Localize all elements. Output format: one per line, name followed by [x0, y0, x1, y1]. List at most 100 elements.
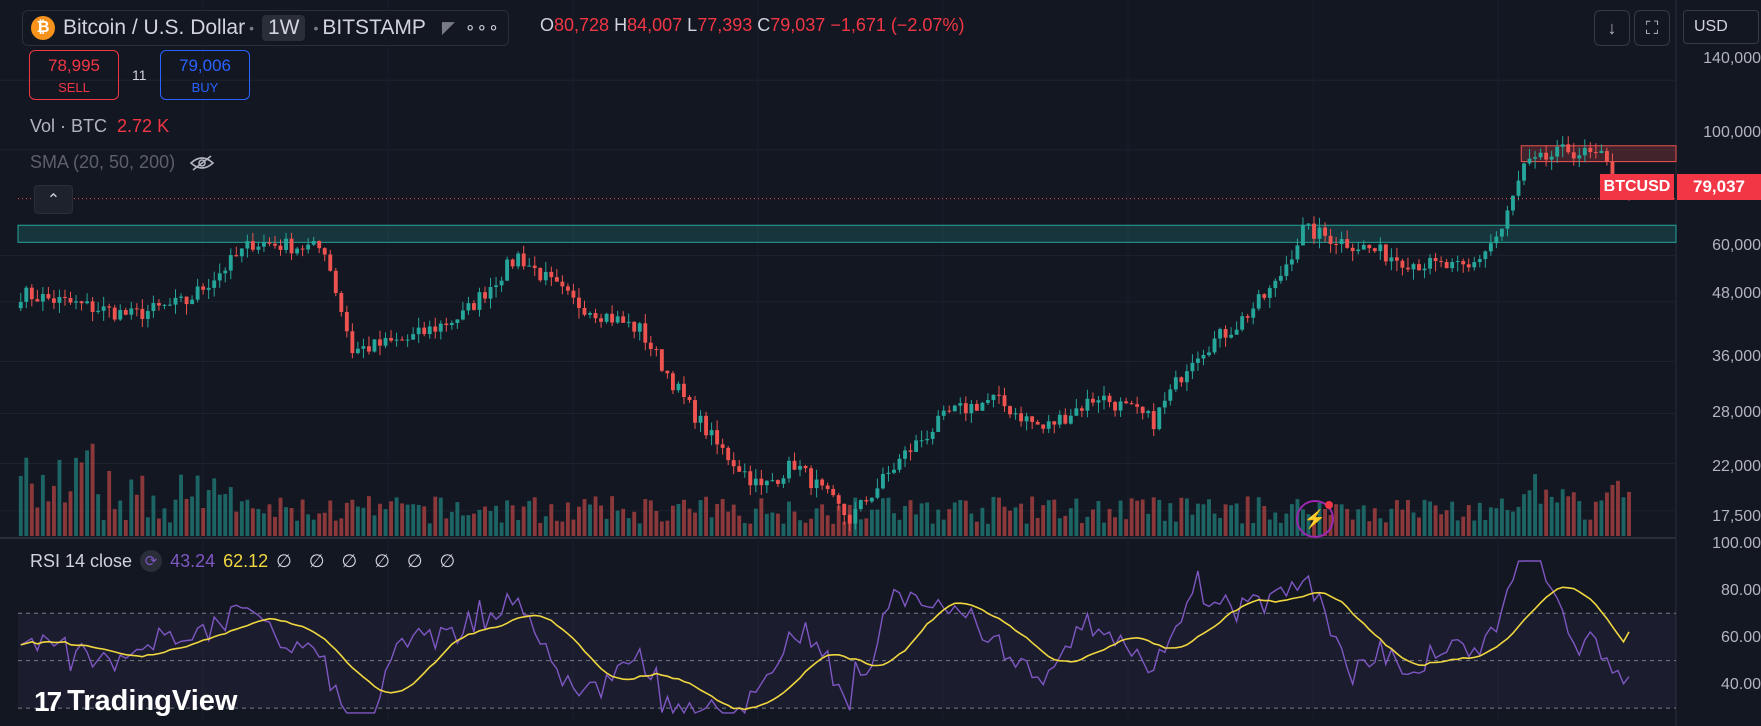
symbol-name[interactable]: Bitcoin / U.S. Dollar	[63, 16, 246, 39]
fullscreen-button[interactable]: ⛶	[1634, 10, 1670, 46]
candle-body	[1417, 264, 1421, 271]
volume-bar	[57, 459, 62, 536]
candle-body	[1002, 395, 1007, 407]
volume-bar	[991, 496, 996, 536]
volume-bar	[328, 500, 333, 536]
candle-body	[715, 430, 720, 445]
candle-body	[1278, 275, 1283, 281]
candle-body	[1555, 146, 1560, 157]
candle-body	[300, 248, 305, 250]
volume-bar	[1577, 501, 1582, 536]
sell-button[interactable]: 78,995 SELL	[29, 50, 119, 100]
exchange-label[interactable]: BITSTAMP	[322, 16, 426, 39]
candle-body	[68, 297, 73, 303]
volume-bar	[1345, 508, 1350, 536]
volume-bar	[1229, 505, 1234, 536]
volume-bar	[333, 520, 338, 536]
timeframe-label[interactable]: 1W	[261, 15, 306, 41]
candle-body	[245, 241, 250, 249]
candle-body	[1394, 257, 1399, 261]
volume-bar	[1439, 514, 1444, 536]
candle-body	[1378, 244, 1383, 252]
candle-body	[1582, 147, 1587, 156]
volume-bar	[1091, 509, 1095, 536]
candle-body	[339, 293, 344, 312]
candle-body	[665, 370, 670, 374]
candle-body	[593, 313, 598, 319]
sma-legend[interactable]: SMA (20, 50, 200)	[30, 152, 215, 173]
candle-body	[51, 298, 56, 303]
volume-bar	[35, 507, 40, 536]
volume-bar	[693, 512, 697, 536]
volume-bar	[1450, 501, 1455, 536]
volume-bar	[195, 475, 200, 536]
open-label: O	[540, 15, 555, 35]
more-options-icon[interactable]: ∘∘∘	[464, 18, 500, 37]
volume-bar	[869, 509, 874, 536]
volume-bar	[295, 520, 300, 536]
candle-body	[554, 277, 559, 282]
candle-body	[494, 285, 498, 288]
volume-bar	[1135, 500, 1140, 536]
volume-value: 2.72 K	[117, 116, 170, 136]
buy-button[interactable]: 79,006 BUY	[160, 50, 250, 100]
tradingview-logo[interactable]: 17 TradingView	[34, 685, 237, 718]
candle-body	[997, 394, 1001, 396]
symbol-header[interactable]: ₿ Bitcoin / U.S. Dollar • 1W • BITSTAMP …	[22, 10, 509, 46]
volume-bar	[1566, 496, 1571, 536]
candle-body	[687, 396, 692, 401]
volume-bar	[969, 513, 974, 536]
volume-bar	[140, 475, 145, 536]
candle-body	[820, 479, 825, 486]
download-button[interactable]: ↓	[1594, 10, 1630, 46]
candle-body	[1063, 414, 1068, 424]
volume-bar	[1251, 523, 1256, 536]
price-tick: 17,500	[1712, 508, 1761, 525]
volume-bar	[543, 516, 548, 536]
volume-bar	[1068, 508, 1073, 536]
volume-bar	[781, 523, 786, 536]
volume-bar	[455, 502, 460, 536]
rsi-legend[interactable]: RSI 14 close ⟳ 43.24 62.12 ∅ ∅ ∅ ∅ ∅ ∅	[30, 550, 461, 572]
low-value: 77,393	[697, 15, 753, 35]
candle-body	[516, 253, 521, 267]
volume-bar	[1284, 513, 1289, 536]
volume-bar	[532, 497, 537, 536]
volume-bar	[687, 508, 692, 536]
volume-bar	[1074, 498, 1079, 536]
candle-body	[1406, 267, 1410, 270]
candle-body	[74, 301, 78, 303]
candle-body	[389, 337, 393, 341]
candle-body	[134, 308, 139, 310]
volume-bar	[682, 499, 686, 536]
volume-bar	[1378, 518, 1383, 536]
candle-body	[472, 303, 476, 310]
volume-bar	[1499, 498, 1504, 536]
volume-legend[interactable]: Vol · BTC 2.72 K	[30, 116, 169, 137]
candle-body	[223, 270, 228, 274]
ai-assistant-button[interactable]: ⚡	[1296, 500, 1334, 538]
currency-select[interactable]: USD	[1683, 10, 1759, 44]
buy-label: BUY	[191, 80, 219, 95]
candle-body	[311, 240, 316, 245]
collapse-legend-button[interactable]: ⌃	[34, 185, 73, 214]
eye-hidden-icon[interactable]	[189, 154, 215, 172]
flag-icon[interactable]: ◤	[441, 18, 455, 37]
volume-bar	[1511, 511, 1515, 536]
candle-body	[96, 310, 101, 312]
volume-bar	[527, 500, 532, 536]
candle-body	[162, 304, 167, 306]
candle-body	[632, 321, 637, 332]
volume-bar	[648, 500, 653, 536]
candle-body	[400, 339, 405, 341]
close-label: C	[757, 15, 771, 35]
candle-body	[1223, 329, 1228, 338]
candle-body	[1367, 245, 1372, 249]
volume-bar	[223, 494, 228, 536]
volume-bar	[29, 483, 34, 536]
volume-bar	[1267, 519, 1272, 536]
refresh-icon[interactable]: ⟳	[140, 550, 163, 572]
volume-bar	[941, 519, 946, 536]
volume-bar	[875, 509, 880, 536]
